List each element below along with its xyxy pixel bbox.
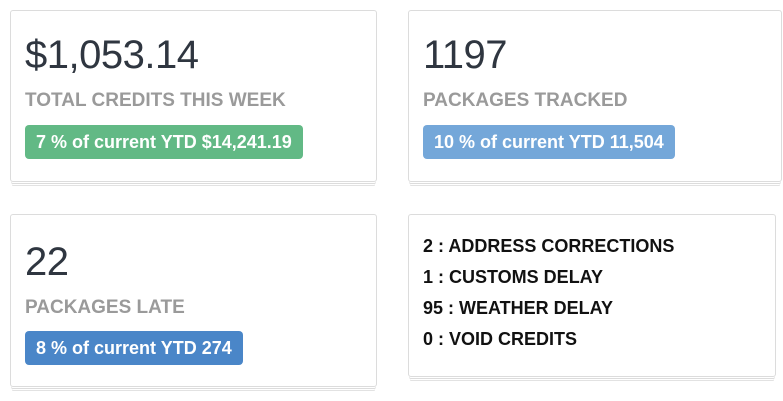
card: 22 PACKAGES LATE 8 % of current YTD 274 bbox=[10, 214, 377, 387]
card-label: TOTAL CREDITS THIS WEEK bbox=[25, 90, 286, 111]
card: 1197 PACKAGES TRACKED 10 % of current YT… bbox=[408, 10, 782, 182]
card-badge: 8 % of current YTD 274 bbox=[25, 331, 243, 365]
card-value: 1197 bbox=[423, 33, 508, 77]
card-label: PACKAGES TRACKED bbox=[423, 90, 628, 111]
card-badge: 10 % of current YTD 11,504 bbox=[423, 125, 675, 159]
card-value: $1,053.14 bbox=[25, 33, 199, 77]
card-label: PACKAGES LATE bbox=[25, 297, 185, 318]
card-value: 22 bbox=[25, 240, 69, 284]
delay-item: 95 : WEATHER DELAY bbox=[423, 298, 614, 318]
delay-item: 0 : VOID CREDITS bbox=[423, 329, 578, 349]
delay-item: 1 : CUSTOMS DELAY bbox=[423, 267, 604, 287]
card: $1,053.14 TOTAL CREDITS THIS WEEK 7 % of… bbox=[10, 10, 377, 182]
delay-item: 2 : ADDRESS CORRECTIONS bbox=[423, 236, 675, 256]
card-badge: 7 % of current YTD $14,241.19 bbox=[25, 125, 303, 159]
delays-card: 2 : ADDRESS CORRECTIONS 1 : CUSTOMS DELA… bbox=[408, 214, 776, 377]
